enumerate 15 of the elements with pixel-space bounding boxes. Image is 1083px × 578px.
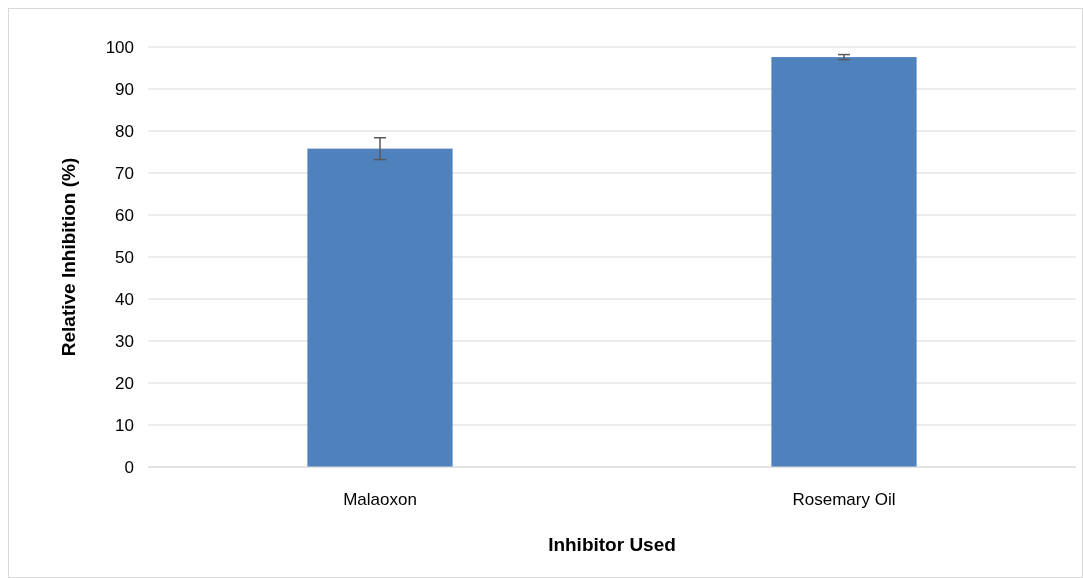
x-tick-label: Malaoxon — [343, 490, 417, 509]
y-tick-label: 30 — [115, 331, 134, 351]
y-tick-label: 100 — [105, 37, 134, 57]
y-tick-label: 10 — [115, 415, 134, 435]
y-tick-label: 60 — [115, 205, 134, 225]
y-tick-label: 80 — [115, 121, 134, 141]
y-tick-label: 50 — [115, 247, 134, 267]
y-tick-label: 40 — [115, 289, 134, 309]
y-axis-title: Relative Inhibition (%) — [58, 157, 79, 357]
y-tick-label: 90 — [115, 79, 134, 99]
y-tick-label: 20 — [115, 373, 134, 393]
y-tick-label: 0 — [124, 457, 134, 477]
x-axis-title: Inhibitor Used — [548, 534, 676, 555]
y-tick-label: 70 — [115, 163, 134, 183]
x-tick-label: Rosemary Oil — [792, 490, 896, 509]
